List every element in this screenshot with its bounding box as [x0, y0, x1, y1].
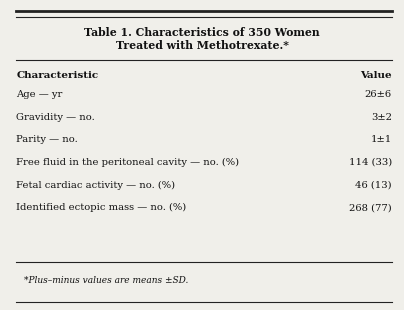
Text: Characteristic: Characteristic	[16, 70, 98, 80]
Text: 268 (77): 268 (77)	[349, 203, 392, 212]
Text: Free fluid in the peritoneal cavity — no. (%): Free fluid in the peritoneal cavity — no…	[16, 158, 239, 167]
Text: Table 1. Characteristics of 350 Women: Table 1. Characteristics of 350 Women	[84, 27, 320, 38]
Text: Age — yr: Age — yr	[16, 90, 63, 99]
Text: Gravidity — no.: Gravidity — no.	[16, 113, 95, 122]
Text: 26±6: 26±6	[365, 90, 392, 99]
Text: Parity — no.: Parity — no.	[16, 135, 78, 144]
Text: Identified ectopic mass — no. (%): Identified ectopic mass — no. (%)	[16, 203, 186, 212]
Text: Value: Value	[360, 70, 392, 80]
Text: *Plus–minus values are means ±SD.: *Plus–minus values are means ±SD.	[24, 276, 189, 285]
Text: 46 (13): 46 (13)	[355, 180, 392, 190]
Text: 114 (33): 114 (33)	[349, 158, 392, 167]
Text: Fetal cardiac activity — no. (%): Fetal cardiac activity — no. (%)	[16, 180, 175, 190]
Text: 3±2: 3±2	[371, 113, 392, 122]
Text: 1±1: 1±1	[370, 135, 392, 144]
Text: Treated with Methotrexate.*: Treated with Methotrexate.*	[116, 40, 288, 51]
